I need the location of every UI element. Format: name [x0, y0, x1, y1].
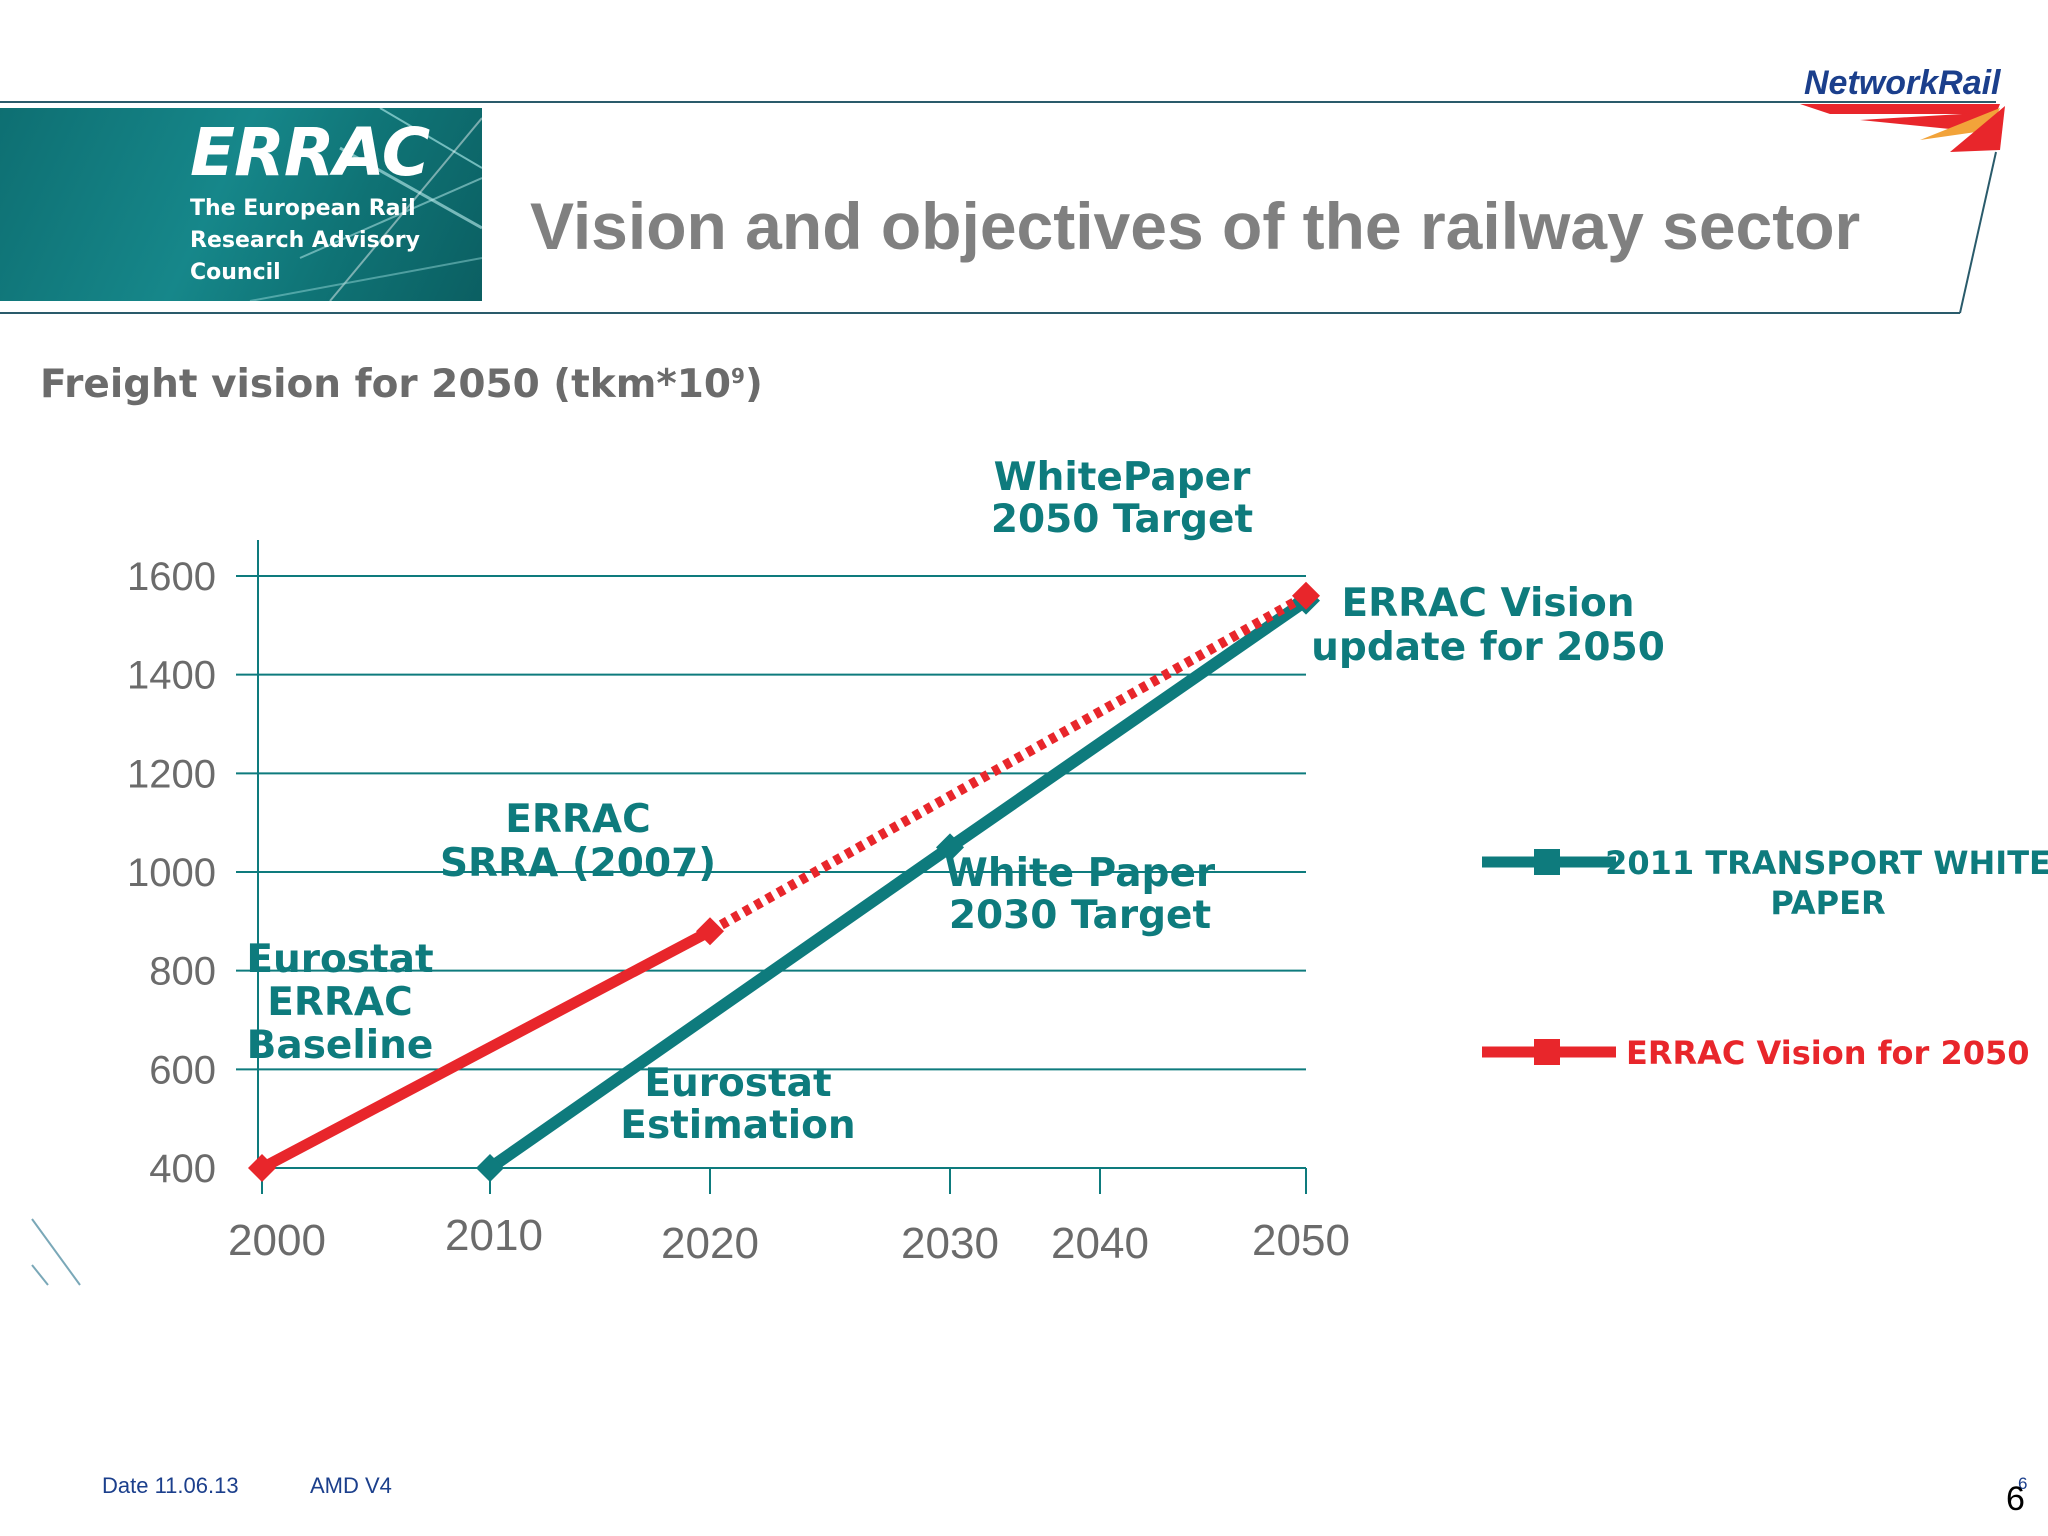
light-streaks-graphic: [249, 108, 482, 301]
x-tick-label: 2040: [1051, 1219, 1149, 1268]
footer-version: AMD V4: [310, 1473, 392, 1498]
y-tick-label: 1000: [127, 851, 216, 895]
white-paper-marker: [936, 833, 964, 862]
networkrail-logo-mark: [1800, 104, 2005, 152]
slide-number-small: 6: [2018, 1474, 2028, 1493]
white-paper-marker: [476, 1154, 504, 1182]
y-tick-label: 600: [149, 1048, 216, 1092]
chart-subtitle: Freight vision for 2050 (tkm*109): [40, 362, 763, 407]
x-tick-label: 2030: [901, 1219, 999, 1268]
legend-errac-vision-marker: [1534, 1039, 1560, 1065]
footer-date: Date 11.06.13: [102, 1473, 239, 1498]
x-tick-label: 2000: [228, 1216, 326, 1265]
x-tick-label: 2010: [445, 1211, 543, 1260]
errac-vision-line-dotted: [707, 591, 1309, 936]
errac-vision-marker: [696, 917, 724, 946]
chart-subtitle-main: Freight vision for 2050 (tkm*10: [40, 362, 732, 407]
chart-annotation: Eurostat Estimation: [620, 1061, 855, 1148]
slide-title: Vision and objectives of the railway sec…: [530, 189, 1861, 263]
slide-number: 6: [2006, 1480, 2025, 1518]
errac-wordmark: ERRAC: [190, 114, 430, 191]
networkrail-wordmark: NetworkRail: [1804, 64, 2001, 102]
chart-subtitle-exponent: 9: [731, 364, 745, 388]
decorative-slash: [31, 1218, 81, 1286]
errac-vision-marker: [248, 1154, 276, 1182]
y-tick-label: 1600: [127, 555, 216, 599]
y-tick-label: 800: [149, 950, 216, 994]
y-tick-label: 400: [149, 1147, 216, 1191]
x-tick-label: 2020: [661, 1219, 759, 1268]
legend-white-paper-marker: [1534, 849, 1560, 875]
chart-annotation: ERRAC SRRA (2007): [440, 797, 716, 886]
errac-vision-line-solid: [259, 926, 713, 1173]
chart-annotation: White Paper 2030 Target: [945, 851, 1216, 938]
errac-subtitle: The European Rail Research Advisory Coun…: [190, 196, 420, 285]
legend-white-paper-label: 2011 TRANSPORT WHITE PAPER: [1605, 844, 2048, 922]
x-tick-label: 2050: [1252, 1216, 1350, 1265]
chart-subtitle-close: ): [744, 362, 763, 407]
errac-vision-marker: [1292, 581, 1320, 610]
y-tick-label: 1400: [127, 654, 216, 698]
chart-annotation: ERRAC Vision update for 2050: [1311, 581, 1665, 670]
y-tick-label: 1200: [127, 752, 216, 796]
errac-logo: ERRAC The European Rail Research Advisor…: [0, 108, 482, 301]
legend-errac-vision-label: ERRAC Vision for 2050: [1626, 1034, 2030, 1072]
freight-vision-chart: 400 600 800 1000 1200 1400 1600 2000 2010 2020 203…: [127, 455, 2048, 1268]
chart-annotation: Eurostat ERRAC Baseline: [246, 937, 433, 1068]
chart-annotation: WhitePaper 2050 Target: [991, 455, 1253, 542]
header-frame: [0, 101, 1997, 314]
